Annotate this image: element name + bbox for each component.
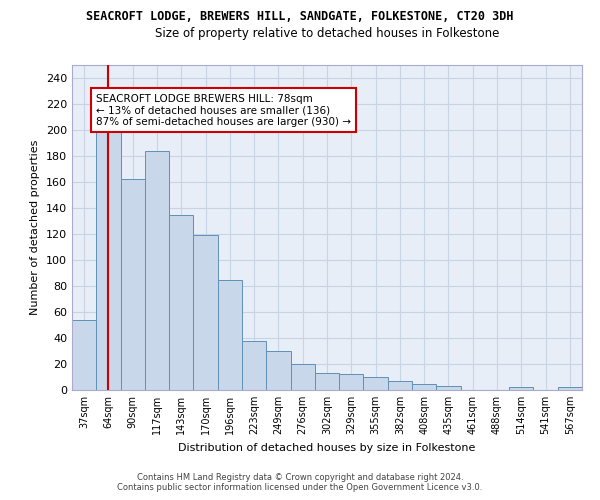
Bar bbox=[436, 386, 461, 390]
Bar bbox=[558, 388, 582, 390]
Bar bbox=[509, 388, 533, 390]
Title: Size of property relative to detached houses in Folkestone: Size of property relative to detached ho… bbox=[155, 27, 499, 40]
Bar bbox=[218, 280, 242, 390]
Text: SEACROFT LODGE, BREWERS HILL, SANDGATE, FOLKESTONE, CT20 3DH: SEACROFT LODGE, BREWERS HILL, SANDGATE, … bbox=[86, 10, 514, 23]
Bar bbox=[193, 236, 218, 390]
Bar bbox=[72, 320, 96, 390]
Bar bbox=[96, 128, 121, 390]
Bar bbox=[315, 373, 339, 390]
Text: SEACROFT LODGE BREWERS HILL: 78sqm
← 13% of detached houses are smaller (136)
87: SEACROFT LODGE BREWERS HILL: 78sqm ← 13%… bbox=[96, 94, 351, 127]
Bar bbox=[388, 381, 412, 390]
Y-axis label: Number of detached properties: Number of detached properties bbox=[31, 140, 40, 315]
Bar bbox=[242, 340, 266, 390]
Bar bbox=[364, 377, 388, 390]
Text: Contains HM Land Registry data © Crown copyright and database right 2024.
Contai: Contains HM Land Registry data © Crown c… bbox=[118, 473, 482, 492]
Bar bbox=[145, 151, 169, 390]
Bar bbox=[290, 364, 315, 390]
Bar bbox=[339, 374, 364, 390]
X-axis label: Distribution of detached houses by size in Folkestone: Distribution of detached houses by size … bbox=[178, 442, 476, 452]
Bar bbox=[266, 351, 290, 390]
Bar bbox=[121, 180, 145, 390]
Bar bbox=[412, 384, 436, 390]
Bar bbox=[169, 214, 193, 390]
